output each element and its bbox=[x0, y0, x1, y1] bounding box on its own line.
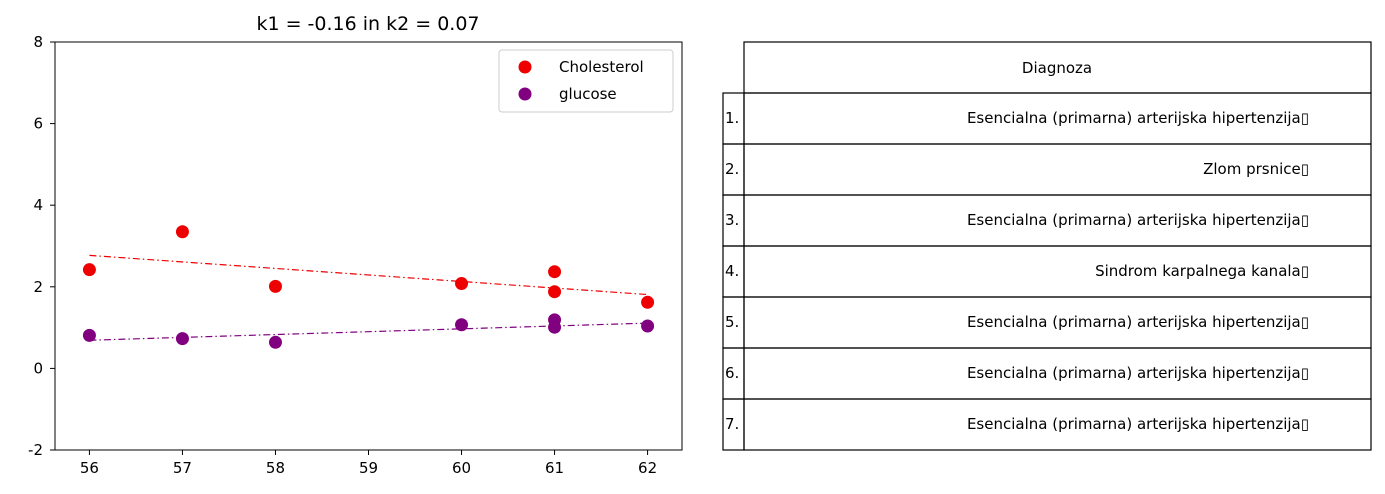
row-diagnosis: Esencialna (primarna) arterijska hiperte… bbox=[967, 109, 1309, 127]
table-rows: 1. Esencialna (primarna) arterijska hiper… bbox=[722, 92, 1372, 451]
row-index: 3. bbox=[725, 211, 739, 229]
row-index: 7. bbox=[725, 415, 739, 433]
data-point bbox=[175, 332, 189, 346]
series-cholesterol bbox=[82, 225, 655, 309]
y-tick-label: 2 bbox=[33, 278, 43, 296]
row-index: 6. bbox=[725, 364, 739, 382]
data-point bbox=[455, 277, 469, 291]
row-index: 4. bbox=[725, 262, 739, 280]
data-point bbox=[548, 285, 562, 299]
table-header-label: Diagnoza bbox=[1022, 59, 1092, 77]
table-row: 5. Esencialna (primarna) arterijska hiper… bbox=[722, 296, 1372, 349]
table-row: 2. Zlom prsnice▯ bbox=[722, 143, 1372, 196]
legend-box bbox=[498, 49, 674, 113]
legend-marker bbox=[518, 87, 532, 101]
y-tick-label: 0 bbox=[33, 359, 43, 377]
x-tick-label: 62 bbox=[638, 459, 657, 477]
table-row: 1. Esencialna (primarna) arterijska hiper… bbox=[722, 92, 1372, 145]
x-tick-label: 57 bbox=[173, 459, 192, 477]
data-point bbox=[268, 279, 282, 293]
chart-title: k1 = -0.16 in k2 = 0.07 bbox=[256, 13, 479, 35]
row-diagnosis: Esencialna (primarna) arterijska hiperte… bbox=[967, 364, 1309, 382]
x-tick-label: 61 bbox=[545, 459, 564, 477]
data-point bbox=[641, 319, 655, 333]
table-row: 4. Sindrom karpalnega kanala▯ bbox=[722, 245, 1372, 298]
row-index: 2. bbox=[725, 160, 739, 178]
table-row: 6. Esencialna (primarna) arterijska hiper… bbox=[722, 347, 1372, 400]
legend-label: Cholesterol bbox=[559, 58, 644, 76]
x-tick-label: 60 bbox=[452, 459, 471, 477]
legend-label: glucose bbox=[559, 85, 617, 103]
x-tick-label: 56 bbox=[80, 459, 99, 477]
trend-line bbox=[89, 322, 648, 341]
y-tick-label: 4 bbox=[33, 196, 43, 214]
row-diagnosis: Esencialna (primarna) arterijska hiperte… bbox=[967, 211, 1309, 229]
x-tick-label: 59 bbox=[359, 459, 378, 477]
diagnosis-table: Diagnoza 1. Esencialna (primarna) arterij… bbox=[722, 41, 1372, 451]
row-index: 1. bbox=[725, 109, 739, 127]
table-row: 7. Esencialna (primarna) arterijska hiper… bbox=[722, 398, 1372, 451]
row-diagnosis: Esencialna (primarna) arterijska hiperte… bbox=[967, 415, 1309, 433]
legend: Cholesterol glucose bbox=[498, 49, 674, 113]
y-tick-label: -2 bbox=[28, 441, 43, 459]
plot-area: 56 57 58 59 60 61 62 -2 0 2 4 6 8 bbox=[28, 33, 657, 477]
row-diagnosis: Esencialna (primarna) arterijska hiperte… bbox=[967, 313, 1309, 331]
data-point bbox=[82, 263, 96, 277]
data-point bbox=[548, 265, 562, 279]
data-point bbox=[455, 318, 469, 332]
row-diagnosis: Sindrom karpalnega kanala▯ bbox=[1095, 262, 1309, 280]
trend-line bbox=[89, 254, 648, 296]
y-tick-label: 6 bbox=[33, 115, 43, 133]
row-value-cell bbox=[743, 398, 1372, 451]
data-point bbox=[175, 225, 189, 239]
table-row: 3. Esencialna (primarna) arterijska hiper… bbox=[722, 194, 1372, 247]
y-tick-label: 8 bbox=[33, 33, 43, 51]
scatter-chart: k1 = -0.16 in k2 = 0.07 56 57 58 59 60 61 62-2… bbox=[28, 13, 683, 477]
plot-frame bbox=[54, 41, 683, 451]
row-index: 5. bbox=[725, 313, 739, 331]
x-tick-label: 58 bbox=[266, 459, 285, 477]
legend-marker bbox=[518, 60, 532, 74]
series-glucose bbox=[82, 313, 655, 349]
data-point bbox=[548, 320, 562, 334]
row-diagnosis: Zlom prsnice▯ bbox=[1203, 160, 1309, 178]
data-point bbox=[268, 335, 282, 349]
data-point bbox=[82, 328, 96, 342]
data-point bbox=[641, 295, 655, 309]
